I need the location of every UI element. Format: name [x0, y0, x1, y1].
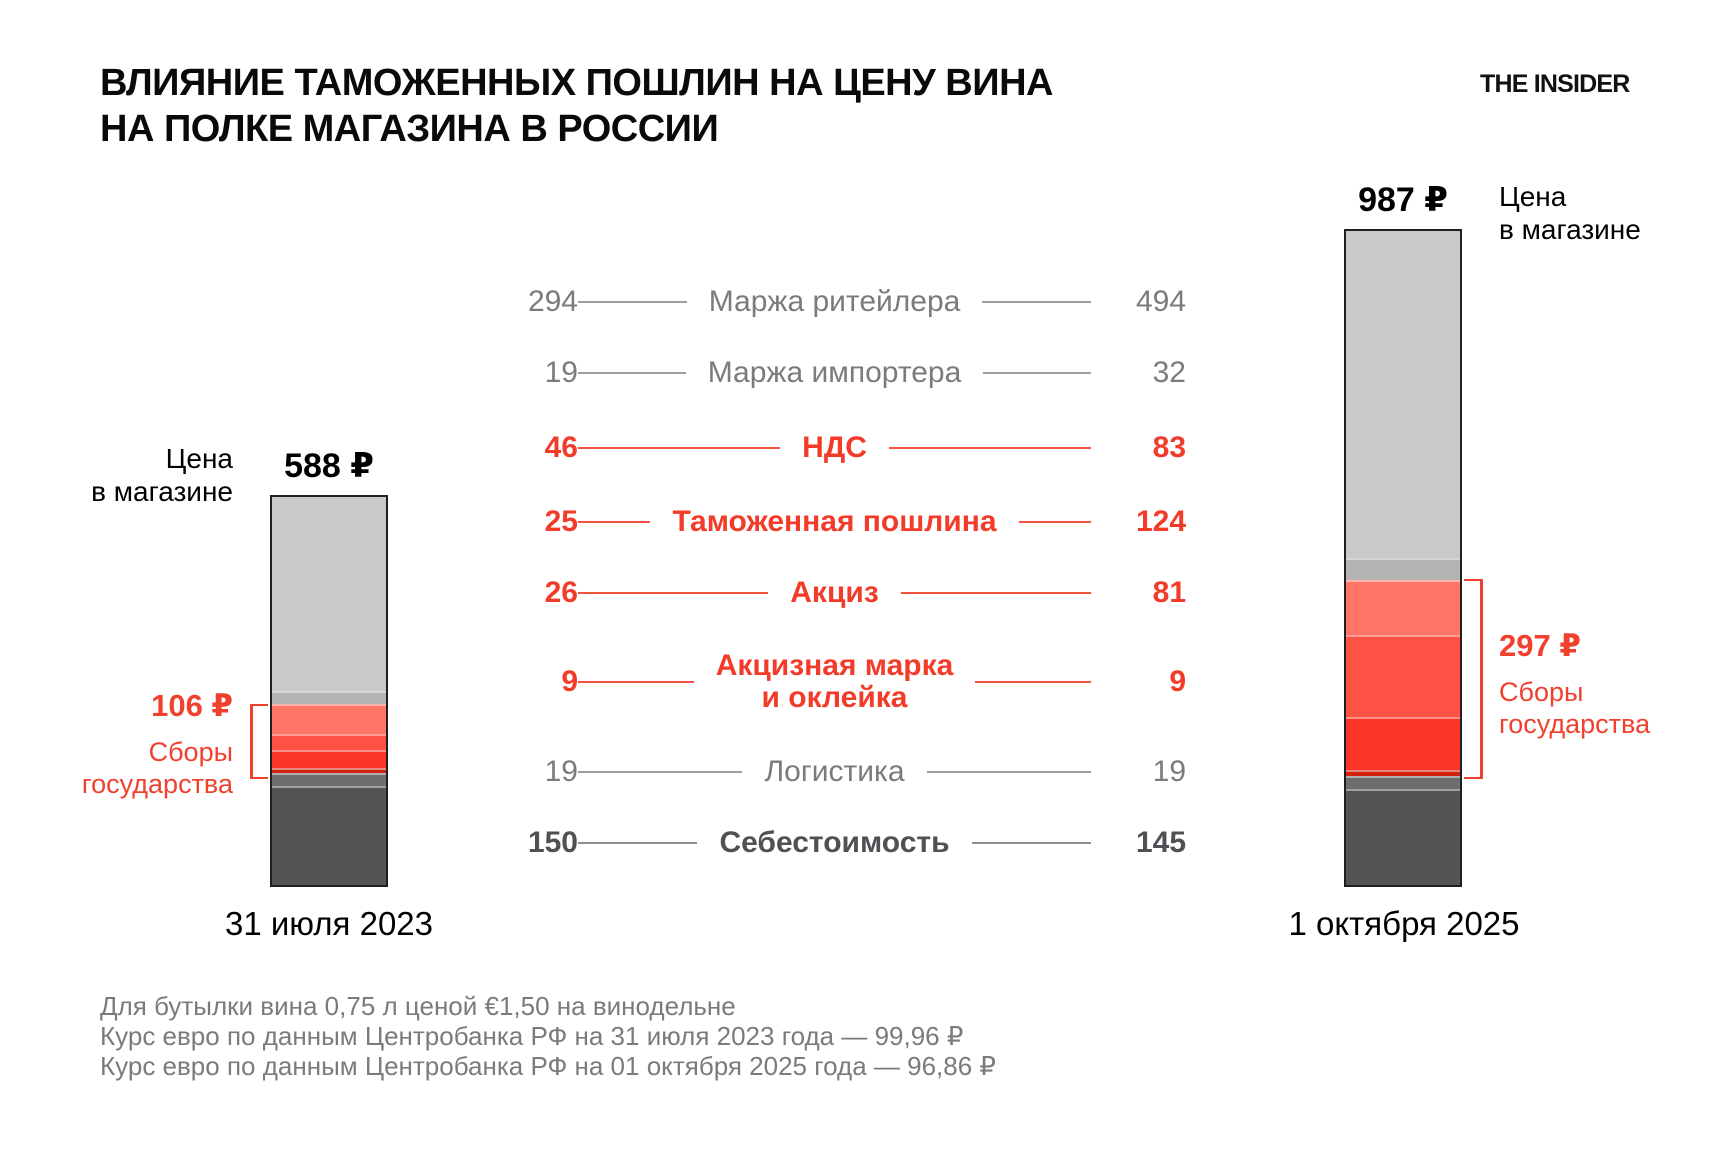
- bar-segment: [272, 703, 386, 734]
- stacked-bar-2025: [1344, 229, 1462, 887]
- component-label: Таможенная пошлина: [672, 505, 997, 538]
- connector-line: [900, 592, 1092, 594]
- bar-segment: [1346, 716, 1460, 771]
- total-price-left: 588 ₽: [284, 447, 374, 485]
- connector-line: [888, 447, 1092, 449]
- connector-line: [983, 372, 1091, 374]
- bar-segment: [272, 750, 386, 768]
- component-row: 19 Логистика 19: [483, 737, 1186, 807]
- component-label: Акциз: [790, 576, 879, 609]
- date-label-left: 31 июля 2023: [224, 905, 434, 942]
- value-2023: 294: [527, 285, 578, 318]
- bar-segment: [1346, 579, 1460, 635]
- component-row: 150 Себестоимость 145: [483, 808, 1186, 878]
- component-row: 294 Маржа ритейлера 494: [483, 267, 1186, 337]
- component-row: 46 НДС 83: [483, 413, 1186, 483]
- state-fees-bracket-right: [1464, 579, 1483, 779]
- footnote-line: Курс евро по данным Центробанка РФ на 01…: [100, 1051, 996, 1081]
- component-label: Маржа импортера: [707, 356, 962, 389]
- component-label: Себестоимость: [719, 826, 950, 859]
- value-2025: 81: [1152, 576, 1187, 609]
- footnote-line: Для бутылки вина 0,75 л ценой €1,50 на в…: [100, 991, 736, 1021]
- value-2025: 145: [1135, 826, 1187, 859]
- component-row: 26 Акциз 81: [483, 558, 1186, 628]
- footnote-line: Курс евро по данным Центробанка РФ на 31…: [100, 1021, 964, 1051]
- state-fees-annotation-left: 106 ₽ Сборы государства: [82, 688, 233, 800]
- component-label: Маржа ритейлера: [708, 285, 961, 318]
- component-label: Логистика: [764, 755, 905, 788]
- page-title: ВЛИЯНИЕ ТАМОЖЕННЫХ ПОШЛИН НА ЦЕНУ ВИНА Н…: [100, 62, 1053, 150]
- value-2023: 19: [544, 755, 578, 788]
- shop-price-label-right: Цена в магазине: [1499, 181, 1641, 245]
- connector-line: [578, 301, 687, 303]
- component-label: НДС: [802, 431, 867, 464]
- bar-segment: [1346, 558, 1460, 580]
- bar-segment: [272, 691, 386, 704]
- shop-price-label-left: Цена в магазине: [91, 443, 233, 507]
- component-row: 19 Маржа импортера 32: [483, 338, 1186, 408]
- the-insider-logo: THE INSIDER: [1480, 70, 1630, 98]
- connector-line: [975, 681, 1092, 683]
- connector-line: [578, 771, 743, 773]
- value-2025: 494: [1135, 285, 1187, 318]
- connector-line: [982, 301, 1092, 303]
- bar-segment: [272, 497, 386, 691]
- connector-line: [578, 592, 769, 594]
- bar-segment: [1346, 634, 1460, 717]
- connector-line: [578, 447, 781, 449]
- bar-segment: [272, 786, 386, 885]
- bar-segment: [272, 773, 386, 787]
- connector-line: [926, 771, 1092, 773]
- connector-line: [578, 372, 686, 374]
- bar-segment: [1346, 231, 1460, 559]
- value-2025: 9: [1169, 665, 1187, 698]
- value-2023: 19: [544, 356, 578, 389]
- state-fees-bracket-left: [250, 704, 268, 779]
- component-row: 25 Таможенная пошлина 124: [483, 487, 1186, 557]
- total-price-right: 987 ₽: [1358, 181, 1448, 219]
- component-row: 9 Акцизная марка и оклейка 9: [483, 647, 1186, 717]
- connector-line: [578, 842, 698, 844]
- value-2025: 124: [1135, 505, 1187, 538]
- value-2023: 150: [527, 826, 578, 859]
- value-2025: 19: [1152, 755, 1187, 788]
- value-2023: 46: [544, 431, 578, 464]
- bar-segment: [272, 733, 386, 751]
- stacked-bar-2023: [270, 495, 388, 887]
- state-fees-annotation-right: 297 ₽ Сборы государства: [1499, 628, 1650, 740]
- state-fees-label-left: Сборы государства: [81, 737, 233, 799]
- connector-line: [1018, 521, 1092, 523]
- footnotes: Для бутылки вина 0,75 л ценой €1,50 на в…: [100, 991, 996, 1081]
- date-label-right: 1 октября 2025: [1288, 905, 1520, 942]
- connector-line: [971, 842, 1092, 844]
- value-2023: 9: [561, 665, 578, 698]
- bar-segment: [1346, 776, 1460, 789]
- bar-segment: [272, 767, 386, 774]
- bar-segment: [1346, 788, 1460, 886]
- value-2025: 32: [1152, 356, 1186, 389]
- value-2025: 83: [1152, 431, 1187, 464]
- value-2023: 26: [544, 576, 578, 609]
- state-fees-label-right: Сборы государства: [1499, 677, 1651, 739]
- bar-segment: [1346, 770, 1460, 777]
- state-fees-amount-left: 106 ₽: [151, 688, 233, 723]
- state-fees-amount-right: 297 ₽: [1499, 628, 1581, 663]
- connector-line: [578, 521, 651, 523]
- value-2023: 25: [544, 505, 578, 538]
- connector-line: [578, 681, 694, 683]
- component-label: Акцизная марка и оклейка: [715, 649, 954, 714]
